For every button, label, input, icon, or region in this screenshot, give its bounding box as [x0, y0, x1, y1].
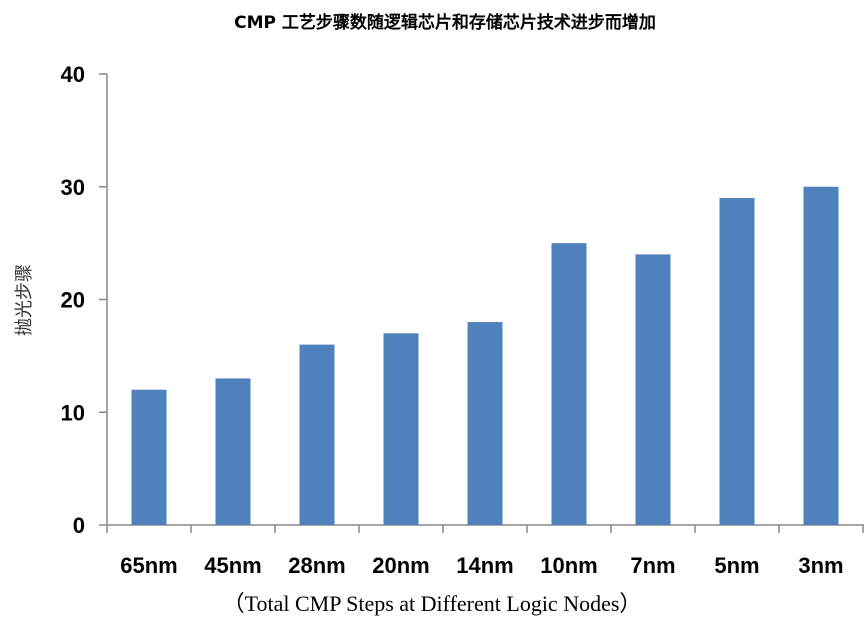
chart-caption: （Total CMP Steps at Different Logic Node…: [223, 591, 642, 616]
x-tick-label: 10nm: [540, 553, 597, 578]
x-tick-label: 65nm: [120, 553, 177, 578]
y-tick-label: 30: [61, 175, 85, 200]
bar-series: [131, 186, 839, 525]
y-tick-label: 20: [61, 288, 85, 313]
bar-10nm: [551, 243, 587, 525]
x-tick-label: 7nm: [630, 553, 675, 578]
y-axis-ticks: 0 10 20 30 40: [61, 62, 107, 538]
chart-title: CMP 工艺步骤数随逻辑芯片和存储芯片技术进步而增加: [234, 12, 656, 33]
bar-5nm: [719, 198, 755, 525]
x-tick-label: 5nm: [714, 553, 759, 578]
x-tick-label: 20nm: [372, 553, 429, 578]
y-axis-label: 抛光步骤: [14, 264, 35, 336]
x-tick-label: 28nm: [288, 553, 345, 578]
bar-45nm: [215, 378, 251, 525]
x-tick-label: 3nm: [798, 553, 843, 578]
bar-28nm: [299, 344, 335, 525]
bar-14nm: [467, 322, 503, 525]
x-tick-label: 14nm: [456, 553, 513, 578]
bar-3nm: [803, 186, 839, 525]
bar-7nm: [635, 254, 671, 525]
y-tick-label: 10: [61, 400, 85, 425]
y-tick-label: 40: [61, 62, 85, 87]
x-axis-ticks: 65nm 45nm 28nm 20nm 14nm 10nm 7nm 5nm 3nm: [106, 525, 864, 578]
y-tick-label: 0: [73, 513, 85, 538]
bar-20nm: [383, 333, 419, 525]
x-tick-label: 45nm: [204, 553, 261, 578]
bar-65nm: [131, 389, 167, 525]
